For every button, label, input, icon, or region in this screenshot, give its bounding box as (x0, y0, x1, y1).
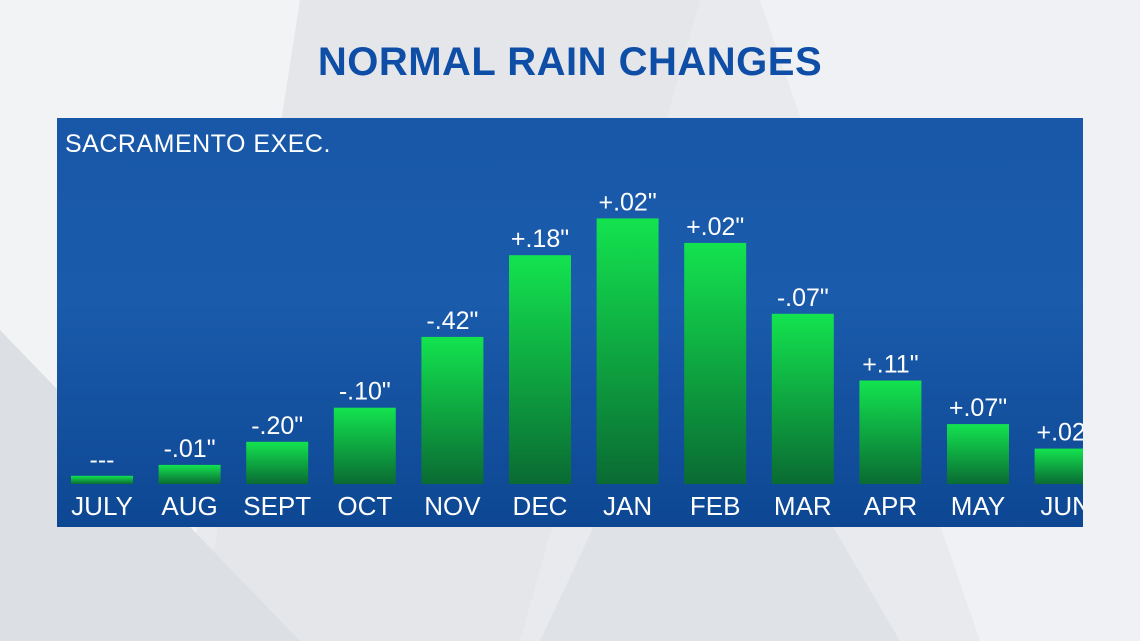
value-label-nov: -.42" (426, 307, 478, 335)
value-label-sept: -.20" (251, 412, 303, 440)
category-label-aug: AUG (161, 491, 217, 521)
value-label-jun: +.02" (1036, 419, 1083, 447)
value-label-oct: -.10" (339, 378, 391, 406)
bar-sept (246, 441, 309, 484)
category-label-sept: SEPT (243, 491, 311, 521)
category-label-apr: APR (864, 491, 917, 521)
bar-feb (684, 242, 747, 484)
bar-july (71, 475, 133, 484)
value-label-july: --- (90, 446, 115, 474)
category-label-jan: JAN (603, 491, 652, 521)
bar-dec (509, 255, 571, 484)
bar-jun (1034, 448, 1083, 484)
category-label-mar: MAR (774, 491, 832, 521)
bar-nov (421, 336, 484, 484)
category-label-dec: DEC (513, 491, 568, 521)
category-label-may: MAY (951, 491, 1005, 521)
bar-chart: --- JULY -.01" AUG -.20" SEPT -.10" OCT -.42" NOV… (71, 188, 1083, 521)
value-label-apr: +.11" (862, 351, 918, 379)
bar-oct (333, 407, 396, 484)
chart-title: NORMAL RAIN CHANGES (317, 40, 823, 84)
value-label-dec: +.18" (511, 225, 569, 253)
value-label-aug: -.01" (164, 435, 216, 463)
category-label-jun: JUN (1040, 491, 1083, 521)
category-label-nov: NOV (424, 491, 481, 521)
chart-panel: --- JULY -.01" AUG -.20" SEPT -.10" OCT -.42" NOV… (57, 118, 1083, 527)
bar-aug (158, 464, 221, 484)
value-label-jan: +.02" (598, 188, 656, 216)
value-label-feb: +.02" (686, 213, 744, 241)
value-label-may: +.07" (949, 394, 1007, 422)
bar-may (947, 424, 1009, 484)
bar-apr (859, 380, 922, 484)
category-label-feb: FEB (690, 491, 741, 521)
bar-jan (596, 218, 659, 484)
bar-mar (771, 313, 834, 484)
value-label-mar: -.07" (777, 284, 829, 312)
chart-subtitle: SACRAMENTO EXEC. (65, 130, 331, 158)
category-label-oct: OCT (337, 491, 392, 521)
category-label-july: JULY (71, 491, 133, 521)
